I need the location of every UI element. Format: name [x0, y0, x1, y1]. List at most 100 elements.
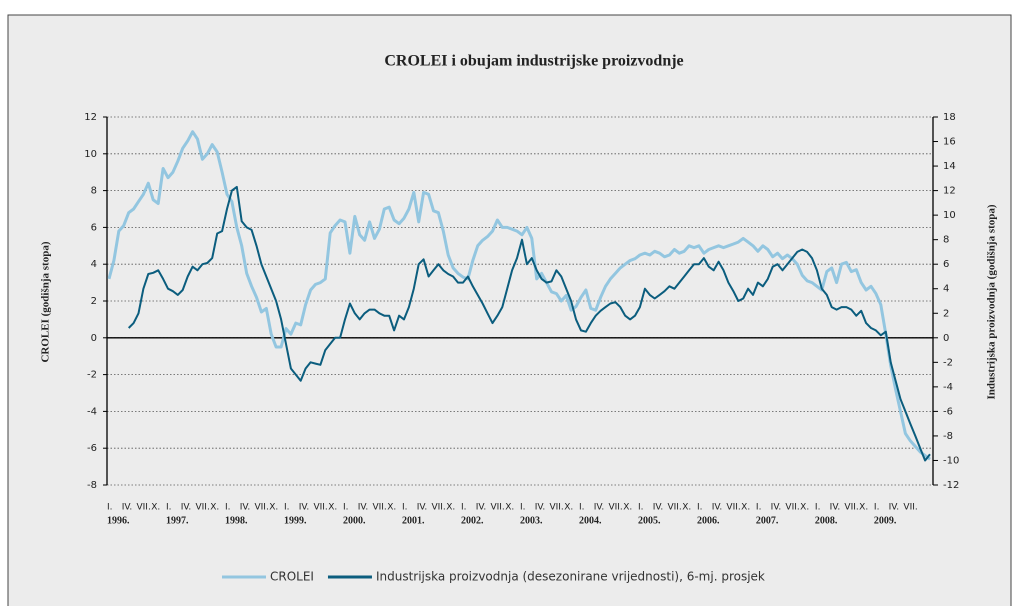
x-year-label: 2009.	[874, 515, 897, 526]
card	[7, 14, 1012, 606]
x-tick-label: X.	[859, 503, 868, 513]
x-year-label: 1997.	[166, 515, 189, 526]
x-tick-label: IV.	[712, 503, 723, 513]
x-tick-label: X.	[269, 503, 278, 513]
x-tick-label: X.	[446, 503, 455, 513]
x-tick-label: VII.	[844, 503, 858, 513]
x-tick-label: I.	[284, 503, 290, 513]
x-tick-label: I.	[697, 503, 703, 513]
x-tick-label: IV.	[181, 503, 192, 513]
x-tick-label: I.	[756, 503, 762, 513]
x-tick-label: I.	[874, 503, 880, 513]
x-year-label: 2002.	[461, 515, 484, 526]
x-tick-label: VII.	[372, 503, 386, 513]
x-tick-label: X.	[682, 503, 691, 513]
y2-tick-label: 12	[943, 186, 956, 197]
x-tick-label: VII.	[254, 503, 268, 513]
y-tick-label: 0	[91, 333, 97, 344]
y-tick-label: 2	[91, 296, 97, 307]
legend-label: Industrijska proizvodnja (desezonirane v…	[376, 570, 765, 584]
x-tick-label: I.	[815, 503, 821, 513]
x-tick-label: X.	[741, 503, 750, 513]
x-tick-label: I.	[638, 503, 644, 513]
y2-tick-label: 18	[943, 112, 956, 123]
x-year-label: 2003.	[520, 515, 543, 526]
y2-tick-label: 10	[943, 210, 956, 221]
x-tick-label: I.	[343, 503, 349, 513]
x-year-label: 1996.	[107, 515, 130, 526]
x-tick-label: IV.	[653, 503, 664, 513]
y2-tick-label: -10	[943, 455, 959, 466]
x-tick-label: X.	[328, 503, 337, 513]
x-tick-label: IV.	[417, 503, 428, 513]
x-tick-label: VII.	[903, 503, 917, 513]
x-year-label: 2005.	[638, 515, 661, 526]
y-tick-label: -2	[87, 370, 97, 381]
x-tick-label: IV.	[122, 503, 133, 513]
y-tick-label: 6	[91, 222, 97, 233]
y2-tick-label: 4	[943, 284, 949, 295]
y2-tick-label: 0	[943, 333, 949, 344]
y-tick-label: 4	[91, 259, 97, 270]
x-tick-label: VII.	[431, 503, 445, 513]
series-line	[127, 185, 931, 462]
x-tick-label: I.	[520, 503, 526, 513]
x-tick-label: VII.	[608, 503, 622, 513]
x-year-label: 2000.	[343, 515, 366, 526]
x-tick-label: I.	[402, 503, 408, 513]
x-tick-label: IV.	[358, 503, 369, 513]
x-year-label: 2004.	[579, 515, 602, 526]
y2-axis-label: Industrijska proizvodnja (godišnja stopa…	[986, 204, 998, 399]
x-tick-label: I.	[166, 503, 172, 513]
y2-tick-label: 6	[943, 259, 949, 270]
x-tick-label: X.	[151, 503, 160, 513]
y2-tick-label: 14	[943, 161, 956, 172]
x-tick-label: VII.	[667, 503, 681, 513]
x-tick-label: I.	[579, 503, 585, 513]
x-tick-label: IV.	[299, 503, 310, 513]
x-tick-label: VII.	[549, 503, 563, 513]
y2-tick-label: -12	[943, 480, 959, 491]
x-tick-label: IV.	[771, 503, 782, 513]
x-tick-label: X.	[564, 503, 573, 513]
x-tick-label: X.	[387, 503, 396, 513]
x-year-label: 1998.	[225, 515, 248, 526]
x-year-label: 2007.	[756, 515, 779, 526]
x-tick-label: X.	[623, 503, 632, 513]
y-tick-label: -8	[87, 480, 97, 491]
x-tick-label: VII.	[195, 503, 209, 513]
x-year-label: 1999.	[284, 515, 307, 526]
x-tick-label: IV.	[594, 503, 605, 513]
x-year-label: 2006.	[697, 515, 720, 526]
y2-tick-label: 8	[943, 235, 949, 246]
x-tick-label: X.	[210, 503, 219, 513]
x-tick-label: X.	[800, 503, 809, 513]
y2-tick-label: -8	[943, 431, 953, 442]
x-year-label: 2008.	[815, 515, 838, 526]
x-tick-label: VII.	[136, 503, 150, 513]
y2-tick-label: 2	[943, 308, 949, 319]
chart-title: CROLEI i obujam industrijske proizvodnje	[384, 53, 683, 70]
y-tick-label: -6	[87, 443, 97, 454]
y-tick-label: 8	[91, 186, 97, 197]
x-tick-label: X.	[505, 503, 514, 513]
x-tick-label: IV.	[830, 503, 841, 513]
x-tick-label: VII.	[726, 503, 740, 513]
y-tick-label: 10	[84, 149, 97, 160]
y2-tick-label: -6	[943, 406, 953, 417]
x-tick-label: I.	[461, 503, 467, 513]
x-tick-label: IV.	[889, 503, 900, 513]
series-line	[107, 130, 931, 461]
x-tick-label: VII.	[785, 503, 799, 513]
x-tick-label: IV.	[476, 503, 487, 513]
y-tick-label: 12	[84, 112, 97, 123]
legend-label: CROLEI	[270, 570, 314, 584]
y2-tick-label: 16	[943, 137, 956, 148]
y2-tick-label: -4	[943, 382, 953, 393]
x-tick-label: VII.	[313, 503, 327, 513]
x-tick-label: I.	[107, 503, 113, 513]
y-tick-label: -4	[87, 406, 97, 417]
x-tick-label: I.	[225, 503, 231, 513]
y-axis-label: CROLEI (godišnja stopa)	[40, 241, 52, 362]
